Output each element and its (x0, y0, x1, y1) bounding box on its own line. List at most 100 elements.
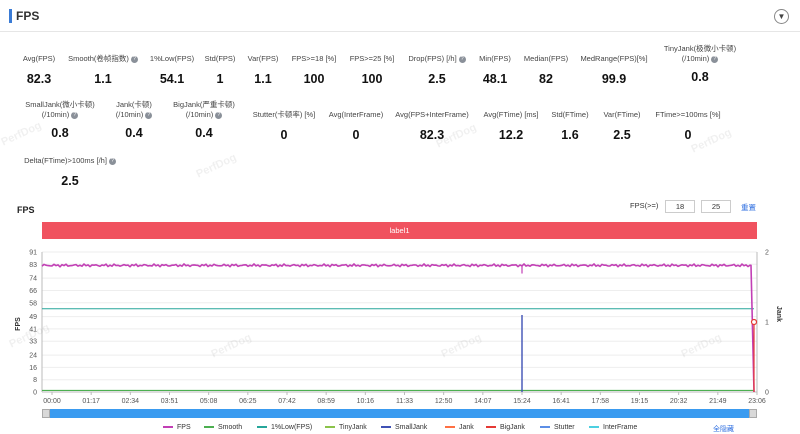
help-icon[interactable]: ? (71, 111, 79, 119)
legend-swatch-icon (589, 426, 599, 429)
metric-label: FPS>=18 [%] (259, 54, 369, 64)
legend-item-1-low-fps-[interactable]: 1%Low(FPS) (257, 424, 312, 431)
metric-label-text: SmallJank(微小卡顿) (25, 100, 95, 109)
x-tick-label: 14:07 (474, 398, 492, 405)
metric-label-text: Std(FPS) (204, 54, 236, 63)
metric-metrics_row1-5: FPS>=18 [%] 100 (259, 54, 369, 86)
legend-item-tinyjank[interactable]: TinyJank (325, 424, 367, 431)
y2-tick-label: 0 (765, 390, 769, 397)
help-icon[interactable]: ? (458, 55, 466, 63)
fps-threshold-input-1[interactable]: 18 (665, 200, 695, 213)
metric-label-text: Stutter(卡顿率) [%] (252, 110, 316, 119)
metric-label-text: Avg(FPS) (22, 54, 56, 63)
metric-value: 0 (684, 128, 692, 142)
legend-label: 1%Low(FPS) (271, 424, 313, 431)
metric-label-unit: (/10min) (185, 110, 214, 119)
legend-swatch-icon (381, 426, 391, 429)
hide-all-button[interactable]: 全隐藏 (713, 426, 734, 433)
metric-value: 0.4 (195, 126, 213, 140)
y2-tick-label: 2 (765, 250, 769, 257)
legend-swatch-icon (445, 426, 455, 429)
metric-value: 100 (303, 72, 325, 86)
metric-label-text: Avg(InterFrame) (328, 110, 384, 119)
metric-label-text: Avg(FPS+InterFrame) (395, 110, 469, 119)
metric-label-text: Jank(卡顿) (116, 100, 152, 109)
x-tick-label: 00:00 (43, 398, 61, 405)
metric-label-text: Delta(FTime)>100ms [/h] (24, 156, 107, 165)
metric-label: Avg(FPS) (0, 54, 94, 64)
metric-value: 0.8 (691, 70, 709, 84)
metric-label: Std(FPS) (165, 54, 275, 64)
collapse-chevron-icon[interactable]: ▼ (774, 9, 789, 24)
metric-value: 0 (280, 128, 288, 142)
metric-metrics_row2-1: Jank(卡顿) (/10min)? 0.4 (79, 100, 189, 140)
metric-label-text: Drop(FPS) [/h] (408, 54, 457, 63)
help-icon[interactable]: ? (215, 111, 223, 119)
metric-metrics_row2-9: FTime>=100ms [%] 0 (633, 110, 743, 142)
metric-label: Drop(FPS) [/h]? (382, 54, 492, 64)
x-tick-label: 10:16 (357, 398, 375, 405)
reset-button[interactable]: 重置 (741, 203, 756, 212)
metric-label-text: BigJank(严重卡顿) (173, 100, 235, 109)
help-icon[interactable]: ? (108, 157, 116, 165)
help-icon[interactable]: ? (145, 111, 153, 119)
y-tick-label: 0 (33, 390, 37, 397)
metric-metrics_row1-0: Avg(FPS) 82.3 (0, 54, 94, 86)
metric-label-text: Std(FTime) (551, 110, 589, 119)
legend-label: BigJank (500, 424, 525, 431)
metric-metrics_row1-10: MedRange(FPS)[%] 99.9 (559, 54, 669, 86)
metric-label: Median(FPS) (491, 54, 601, 64)
metric-metrics_row2-6: Avg(FTime) [ms] 12.2 (456, 110, 566, 142)
help-icon[interactable]: ? (130, 55, 138, 63)
metric-metrics_row2-4: Avg(InterFrame) 0 (301, 110, 411, 142)
section-header: FPS ▼ (0, 0, 800, 32)
metric-label: SmallJank(微小卡顿) (/10min)? (5, 100, 115, 120)
time-range-scrollbar[interactable] (42, 409, 757, 418)
x-tick-label: 19:15 (631, 398, 649, 405)
metric-value: 1.1 (254, 72, 272, 86)
metric-label-text: Smooth(卷帧指数) (68, 54, 129, 63)
x-tick-label: 23:06 (748, 398, 766, 405)
metric-label-text: Var(FTime) (603, 110, 641, 119)
fps-line-chart[interactable]: 0 8 16 24 33 41 49 58 66 74 83 91 0 1 2 FPS Jank 00:00 01:… (0, 244, 800, 406)
bigjank-marker (750, 318, 758, 326)
legend-label: FPS (177, 424, 191, 431)
metric-label-text: Var(FPS) (247, 54, 279, 63)
y-tick-label: 49 (29, 314, 37, 321)
range-handle-right[interactable] (749, 409, 757, 418)
fps-threshold-input-2[interactable]: 25 (701, 200, 731, 213)
metric-metrics_row1-3: Std(FPS) 1 (165, 54, 275, 86)
legend-item-jank[interactable]: Jank (445, 424, 474, 431)
legend-item-interframe[interactable]: InterFrame (589, 424, 637, 431)
label-band[interactable]: label1 (42, 222, 757, 239)
x-tick-label: 20:32 (670, 398, 688, 405)
y-tick-label: 16 (29, 365, 37, 372)
metric-metrics_row1-4: Var(FPS) 1.1 (208, 54, 318, 86)
legend-swatch-icon (163, 426, 173, 429)
range-handle-left[interactable] (42, 409, 50, 418)
metric-value: 82 (539, 72, 553, 86)
y-tick-label: 74 (29, 276, 37, 283)
y-tick-label: 8 (33, 377, 37, 384)
metric-value: 1 (216, 72, 224, 86)
metric-label: FPS>=25 [%] (317, 54, 427, 64)
chart-title: FPS (17, 205, 35, 215)
metric-metrics_row1-1: Smooth(卷帧指数)? 1.1 (48, 54, 158, 86)
chart-legend: 全隐藏 FPS Smooth 1%Low(FPS) TinyJank SmallJank… (0, 424, 800, 434)
metric-label: Avg(FTime) [ms] (456, 110, 566, 120)
y-axis-title: FPS (15, 317, 22, 331)
legend-item-stutter[interactable]: Stutter (540, 424, 575, 431)
x-tick-label: 12:50 (435, 398, 453, 405)
legend-item-fps[interactable]: FPS (163, 424, 191, 431)
metric-value: 48.1 (482, 72, 508, 86)
metric-label-text: 1%Low(FPS) (149, 54, 195, 63)
metric-value: 82.3 (419, 128, 445, 142)
x-tick-label: 02:34 (122, 398, 140, 405)
fps-threshold-label: FPS(>=) (630, 201, 659, 210)
help-icon[interactable]: ? (711, 55, 719, 63)
metric-metrics_row2-8: Var(FTime) 2.5 (567, 110, 677, 142)
legend-item-bigjank[interactable]: BigJank (486, 424, 525, 431)
metric-value: 0.8 (51, 126, 69, 140)
legend-item-smooth[interactable]: Smooth (204, 424, 242, 431)
legend-item-smalljank[interactable]: SmallJank (381, 424, 427, 431)
